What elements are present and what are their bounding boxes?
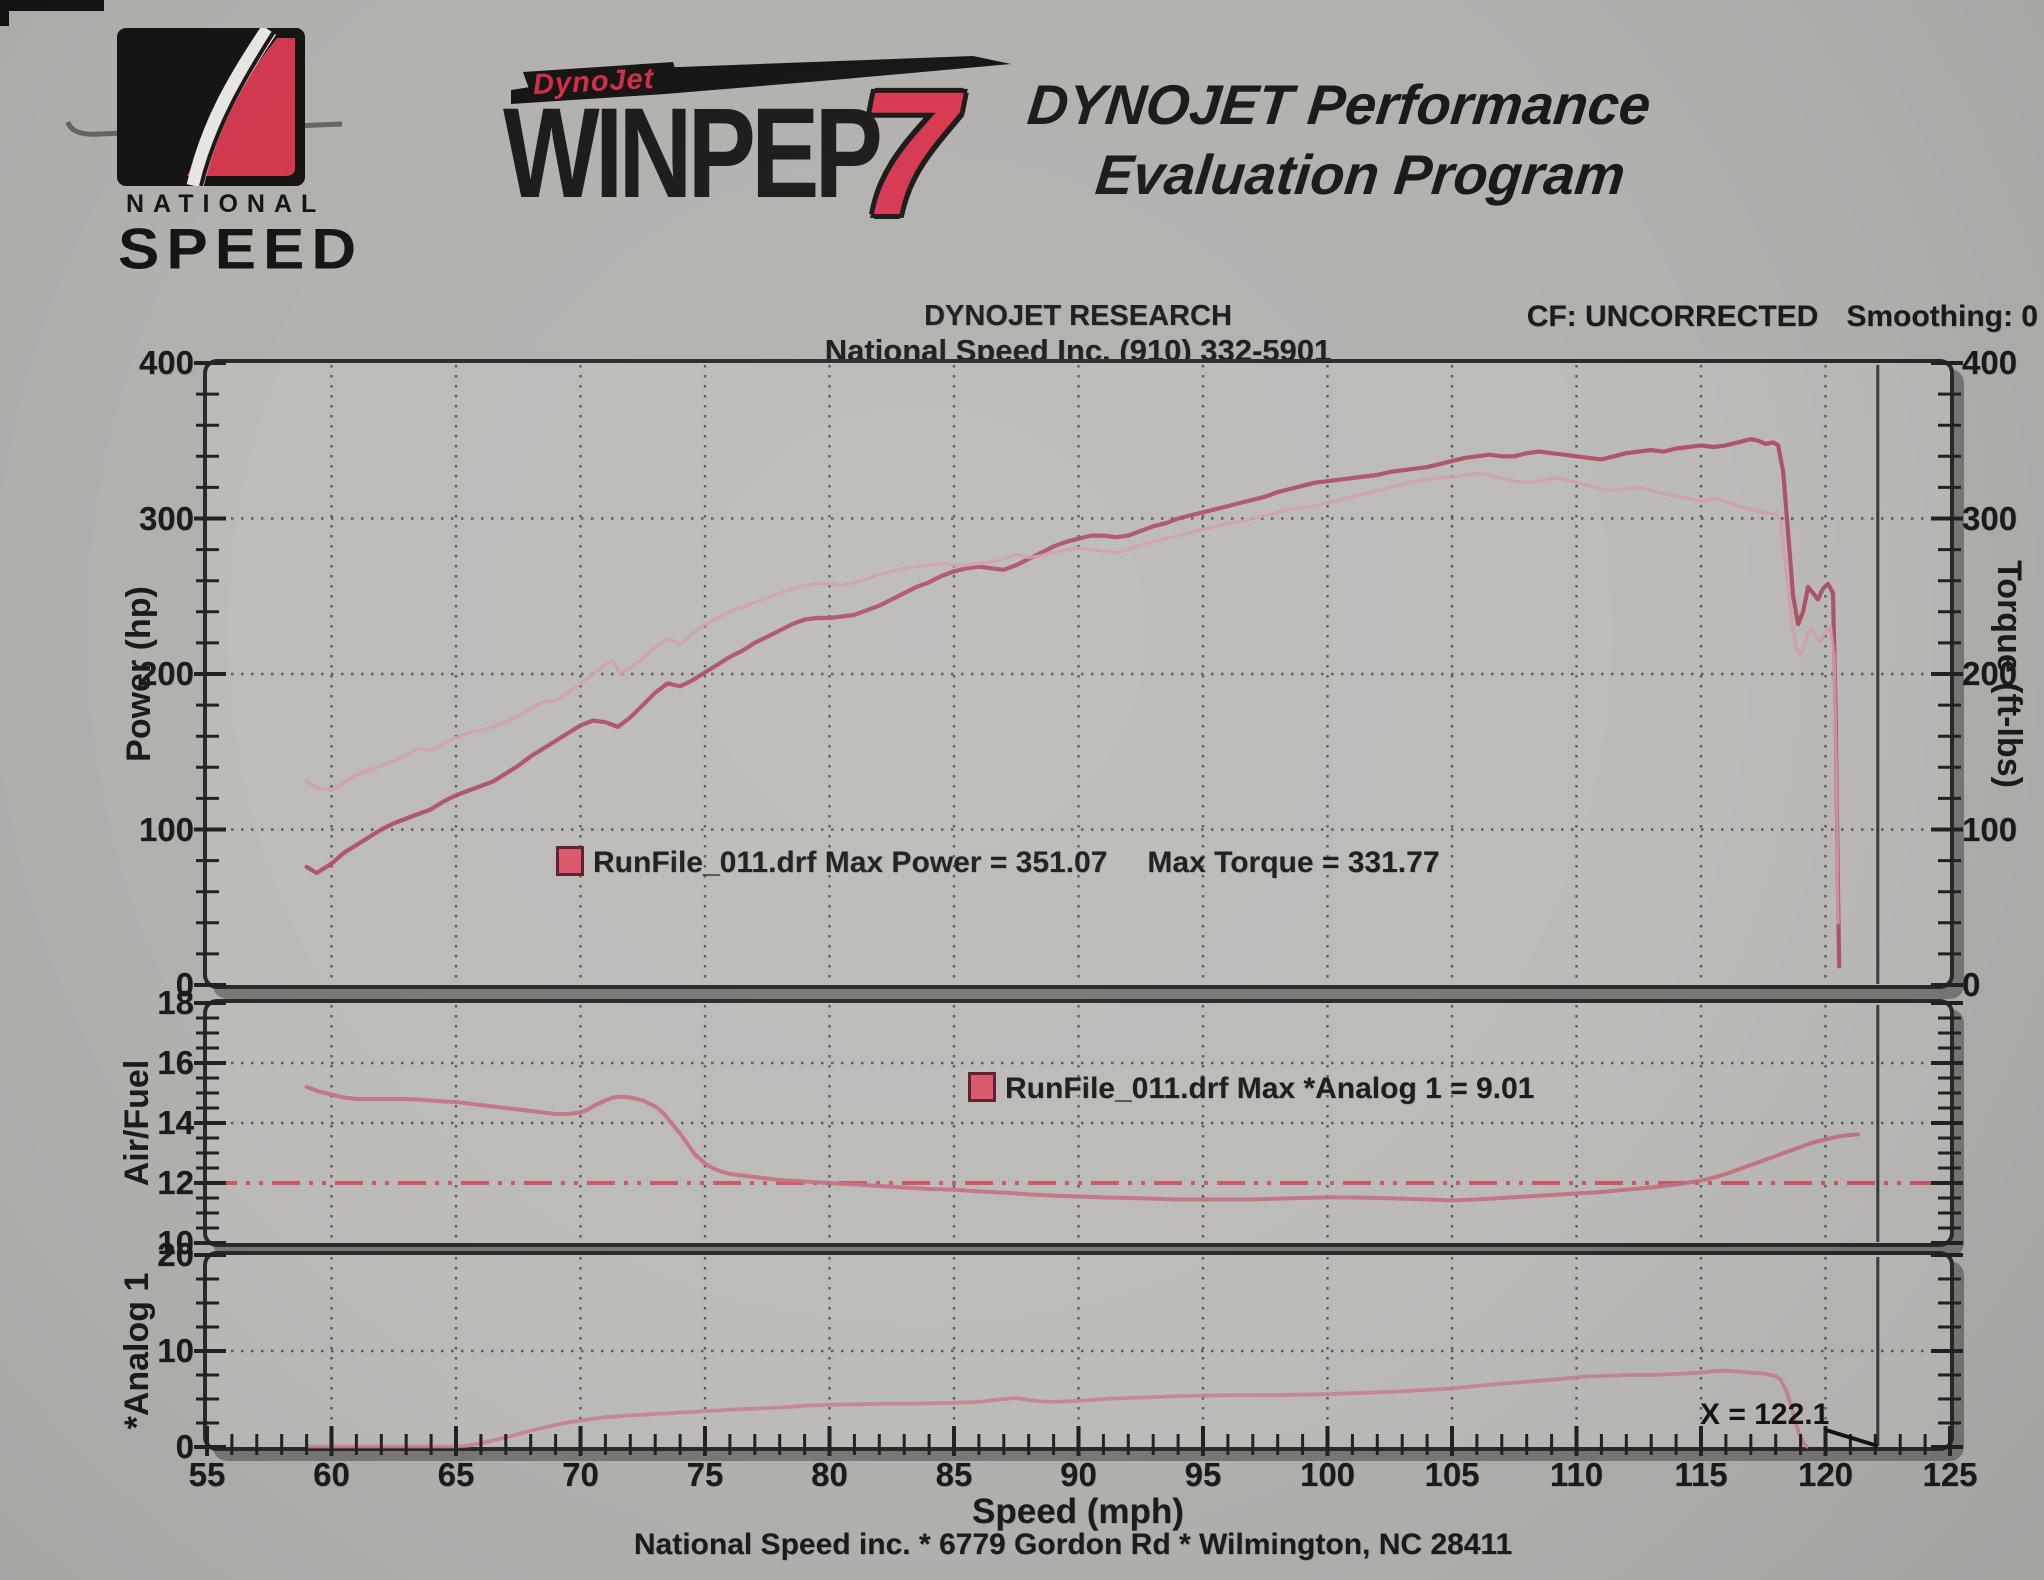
max-torque-text: Max Torque = 331.77	[1147, 846, 1440, 879]
national-speed-word1: NATIONAL	[126, 190, 326, 218]
x-tick-label: 100	[1299, 1456, 1356, 1493]
x-tick-label: 120	[1797, 1456, 1854, 1493]
x-tick-label: 90	[1060, 1456, 1097, 1493]
power-torque-legend: RunFile_011.drf Max Power = 351.07 Max To…	[556, 846, 1440, 880]
x-tick-label: 60	[313, 1456, 350, 1493]
air-fuel-panel	[194, 999, 1963, 1247]
research-title: DYNOJET RESEARCH	[924, 300, 1232, 332]
y-tick-label-right: 100	[1962, 810, 2018, 848]
y-tick-label: 16	[157, 1044, 194, 1081]
x-tick-label: 105	[1424, 1456, 1480, 1493]
max-analog-text: RunFile_011.drf Max *Analog 1 = 9.01	[1005, 1072, 1535, 1105]
cursor-x-annotation: X = 122.1	[1700, 1398, 1830, 1431]
x-tick-label: 115	[1674, 1456, 1728, 1493]
air-fuel-plot	[194, 1001, 1963, 1245]
x-tick-label: 70	[562, 1456, 599, 1493]
y-tick-label: 20	[157, 1236, 194, 1273]
x-tick-label: 55	[188, 1456, 226, 1493]
analog-max-legend: RunFile_011.drf Max *Analog 1 = 9.01	[968, 1072, 1534, 1106]
y-tick-label: 18	[157, 984, 194, 1021]
scan-artifact-corner-edge	[0, 0, 9, 26]
power-torque-plot	[194, 361, 1963, 987]
smoothing-value: Smoothing: 0	[1846, 300, 2038, 333]
x-axis-title: Speed (mph)	[972, 1492, 1184, 1531]
run-file-marker-icon	[556, 846, 584, 876]
winpep-brand-text: DynoJet	[532, 62, 656, 102]
y-tick-label: 400	[138, 344, 194, 381]
x-tick-label: 80	[811, 1456, 848, 1493]
y-tick-label-right: 200	[1962, 655, 2018, 692]
x-tick-label: 110	[1549, 1456, 1604, 1493]
scan-artifact-corner	[0, 0, 104, 11]
x-tick-label: 125	[1922, 1456, 1978, 1493]
series-air-fuel	[304, 1085, 1860, 1203]
x-tick-label: 75	[686, 1456, 724, 1493]
analog-panel	[194, 1251, 1963, 1456]
annotation-pointer	[1825, 1428, 1879, 1448]
y-tick-label: 10	[157, 1332, 194, 1369]
winpep-wordmark: WINPEP	[503, 82, 883, 225]
y-tick-label-right: 300	[1962, 499, 2018, 537]
correction-factor: CF: UNCORRECTED	[1526, 300, 1819, 333]
correction-smoothing-line: CF: UNCORRECTED Smoothing: 0	[1520, 300, 2038, 334]
y-tick-label: 14	[157, 1104, 194, 1141]
power-torque-panel	[194, 359, 1963, 989]
winpep-version-numeral: 7	[859, 56, 957, 252]
x-tick-label: 85	[935, 1456, 973, 1493]
series-torque-ft-lbs-	[304, 471, 1840, 925]
national-speed-word2: SPEED	[118, 217, 364, 282]
run-file-marker-icon	[968, 1072, 996, 1102]
winpep-rifle-icon	[511, 56, 1011, 104]
y-tick-label-right: 0	[1962, 966, 1981, 1003]
series--analog-1	[304, 1368, 1809, 1449]
analog-plot	[194, 1253, 1963, 1456]
series-power-hp-	[304, 437, 1842, 969]
program-title-line2: Evaluation Program	[1092, 143, 1629, 206]
scan-artifact-line	[65, 121, 343, 137]
max-power-text: RunFile_011.drf Max Power = 351.07	[593, 846, 1108, 879]
program-title-line1: DYNOJET Performance	[1024, 73, 1654, 136]
y-tick-label: 10	[157, 1224, 194, 1261]
y-tick-label: 0	[175, 966, 194, 1003]
y-tick-label: 200	[138, 655, 194, 692]
y-tick-label-right: 400	[1962, 344, 2018, 381]
national-speed-logo: NATIONAL SPEED	[117, 25, 356, 290]
y-tick-label: 0	[175, 1428, 194, 1465]
x-tick-label: 95	[1184, 1456, 1222, 1493]
x-tick-label: 65	[437, 1456, 475, 1493]
shop-address: National Speed inc. * 6779 Gordon Rd * W…	[633, 1528, 1513, 1561]
y-tick-label: 300	[138, 499, 194, 537]
national-speed-logo-icon	[117, 25, 305, 188]
y-tick-label: 12	[157, 1164, 194, 1201]
winpep-logo: DynoJet 7 WINPEP	[503, 44, 1043, 242]
y-tick-label: 100	[138, 810, 194, 848]
